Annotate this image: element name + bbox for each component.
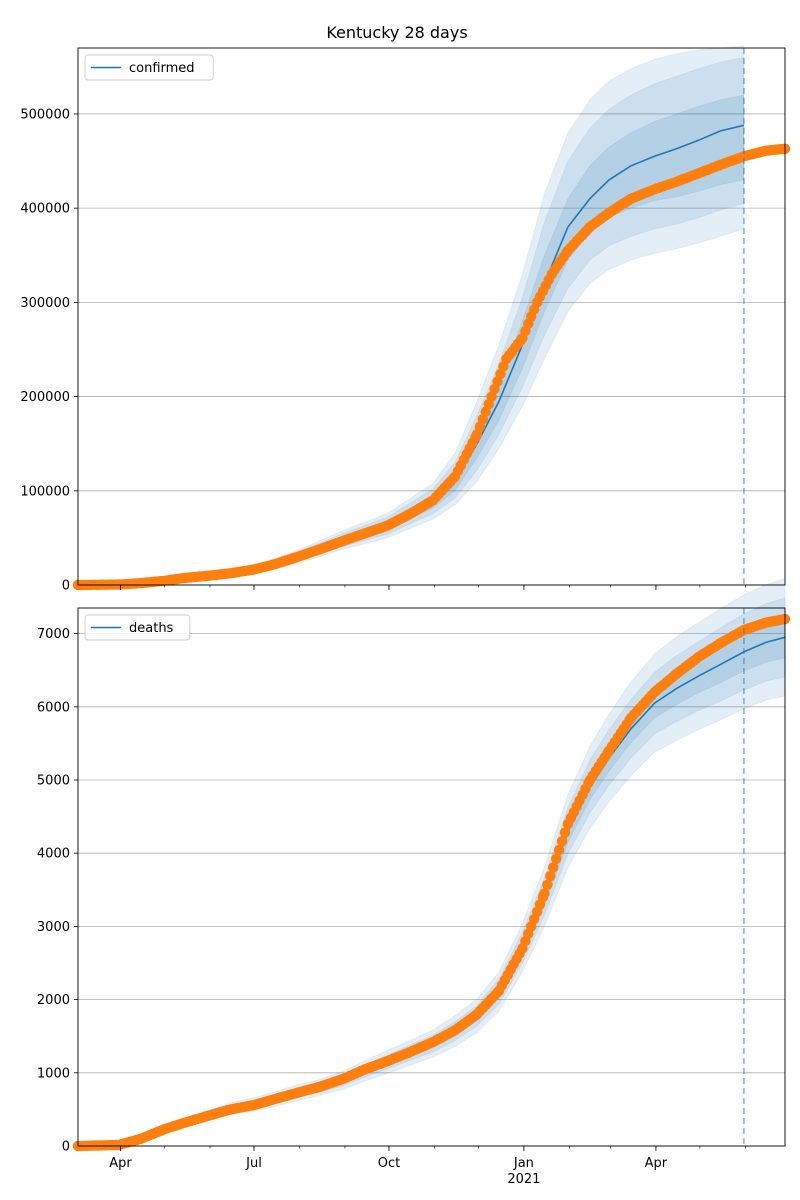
x-tick-label: Apr [109, 1156, 132, 1171]
y-tick-label: 300000 [20, 296, 70, 311]
uncertainty-band-50 [77, 616, 786, 1147]
observed-point [548, 862, 559, 873]
observed-series [72, 143, 791, 591]
observed-point [542, 879, 553, 890]
y-tick-label: 0 [62, 1140, 70, 1155]
y-tick-label: 1000 [37, 1066, 70, 1081]
observed-point [551, 853, 562, 864]
y-tick-label: 100000 [20, 484, 70, 499]
x-tick-label: Apr [645, 1156, 668, 1171]
uncertainty-band-95 [77, 45, 745, 586]
observed-point [553, 844, 565, 856]
x-tick-label: Oct [378, 1156, 400, 1171]
y-tick-label: 3000 [37, 920, 70, 935]
chart-title: Kentucky 28 days [326, 23, 467, 42]
y-tick-label: 5000 [37, 774, 70, 789]
y-tick-label: 7000 [37, 627, 70, 642]
legend-box [84, 54, 214, 81]
x-tick-sublabel: 2021 [507, 1172, 540, 1187]
legend: confirmed [84, 54, 214, 81]
observed-point [545, 870, 556, 882]
x-tick-label: Jan [513, 1156, 534, 1171]
observed-point [559, 827, 571, 838]
legend-label: confirmed [129, 61, 195, 76]
legend-box [84, 614, 191, 641]
y-tick-label: 6000 [37, 700, 70, 715]
x-tick-label: Jul [245, 1156, 262, 1171]
legend-label: deaths [129, 621, 174, 636]
y-tick-label: 2000 [37, 993, 70, 1008]
observed-point [539, 888, 550, 899]
observed-point [556, 836, 568, 847]
deaths-panel: 0 1000 2000 3000 4000 5000 6000 7000 Apr Jul Oct Ja… [37, 578, 791, 1187]
y-tick-label: 200000 [20, 390, 70, 405]
y-tick-label: 4000 [37, 847, 70, 862]
confirmed-panel: 0 100000 200000 300000 400000 500000 confirmed [20, 45, 791, 594]
y-tick-label: 400000 [20, 202, 70, 217]
axes-frame [77, 607, 786, 1147]
legend: deaths [84, 614, 191, 641]
y-tick-label: 0 [62, 579, 70, 594]
y-tick-label: 500000 [20, 107, 70, 122]
observed-series [72, 613, 791, 1152]
axes-frame [77, 47, 786, 586]
